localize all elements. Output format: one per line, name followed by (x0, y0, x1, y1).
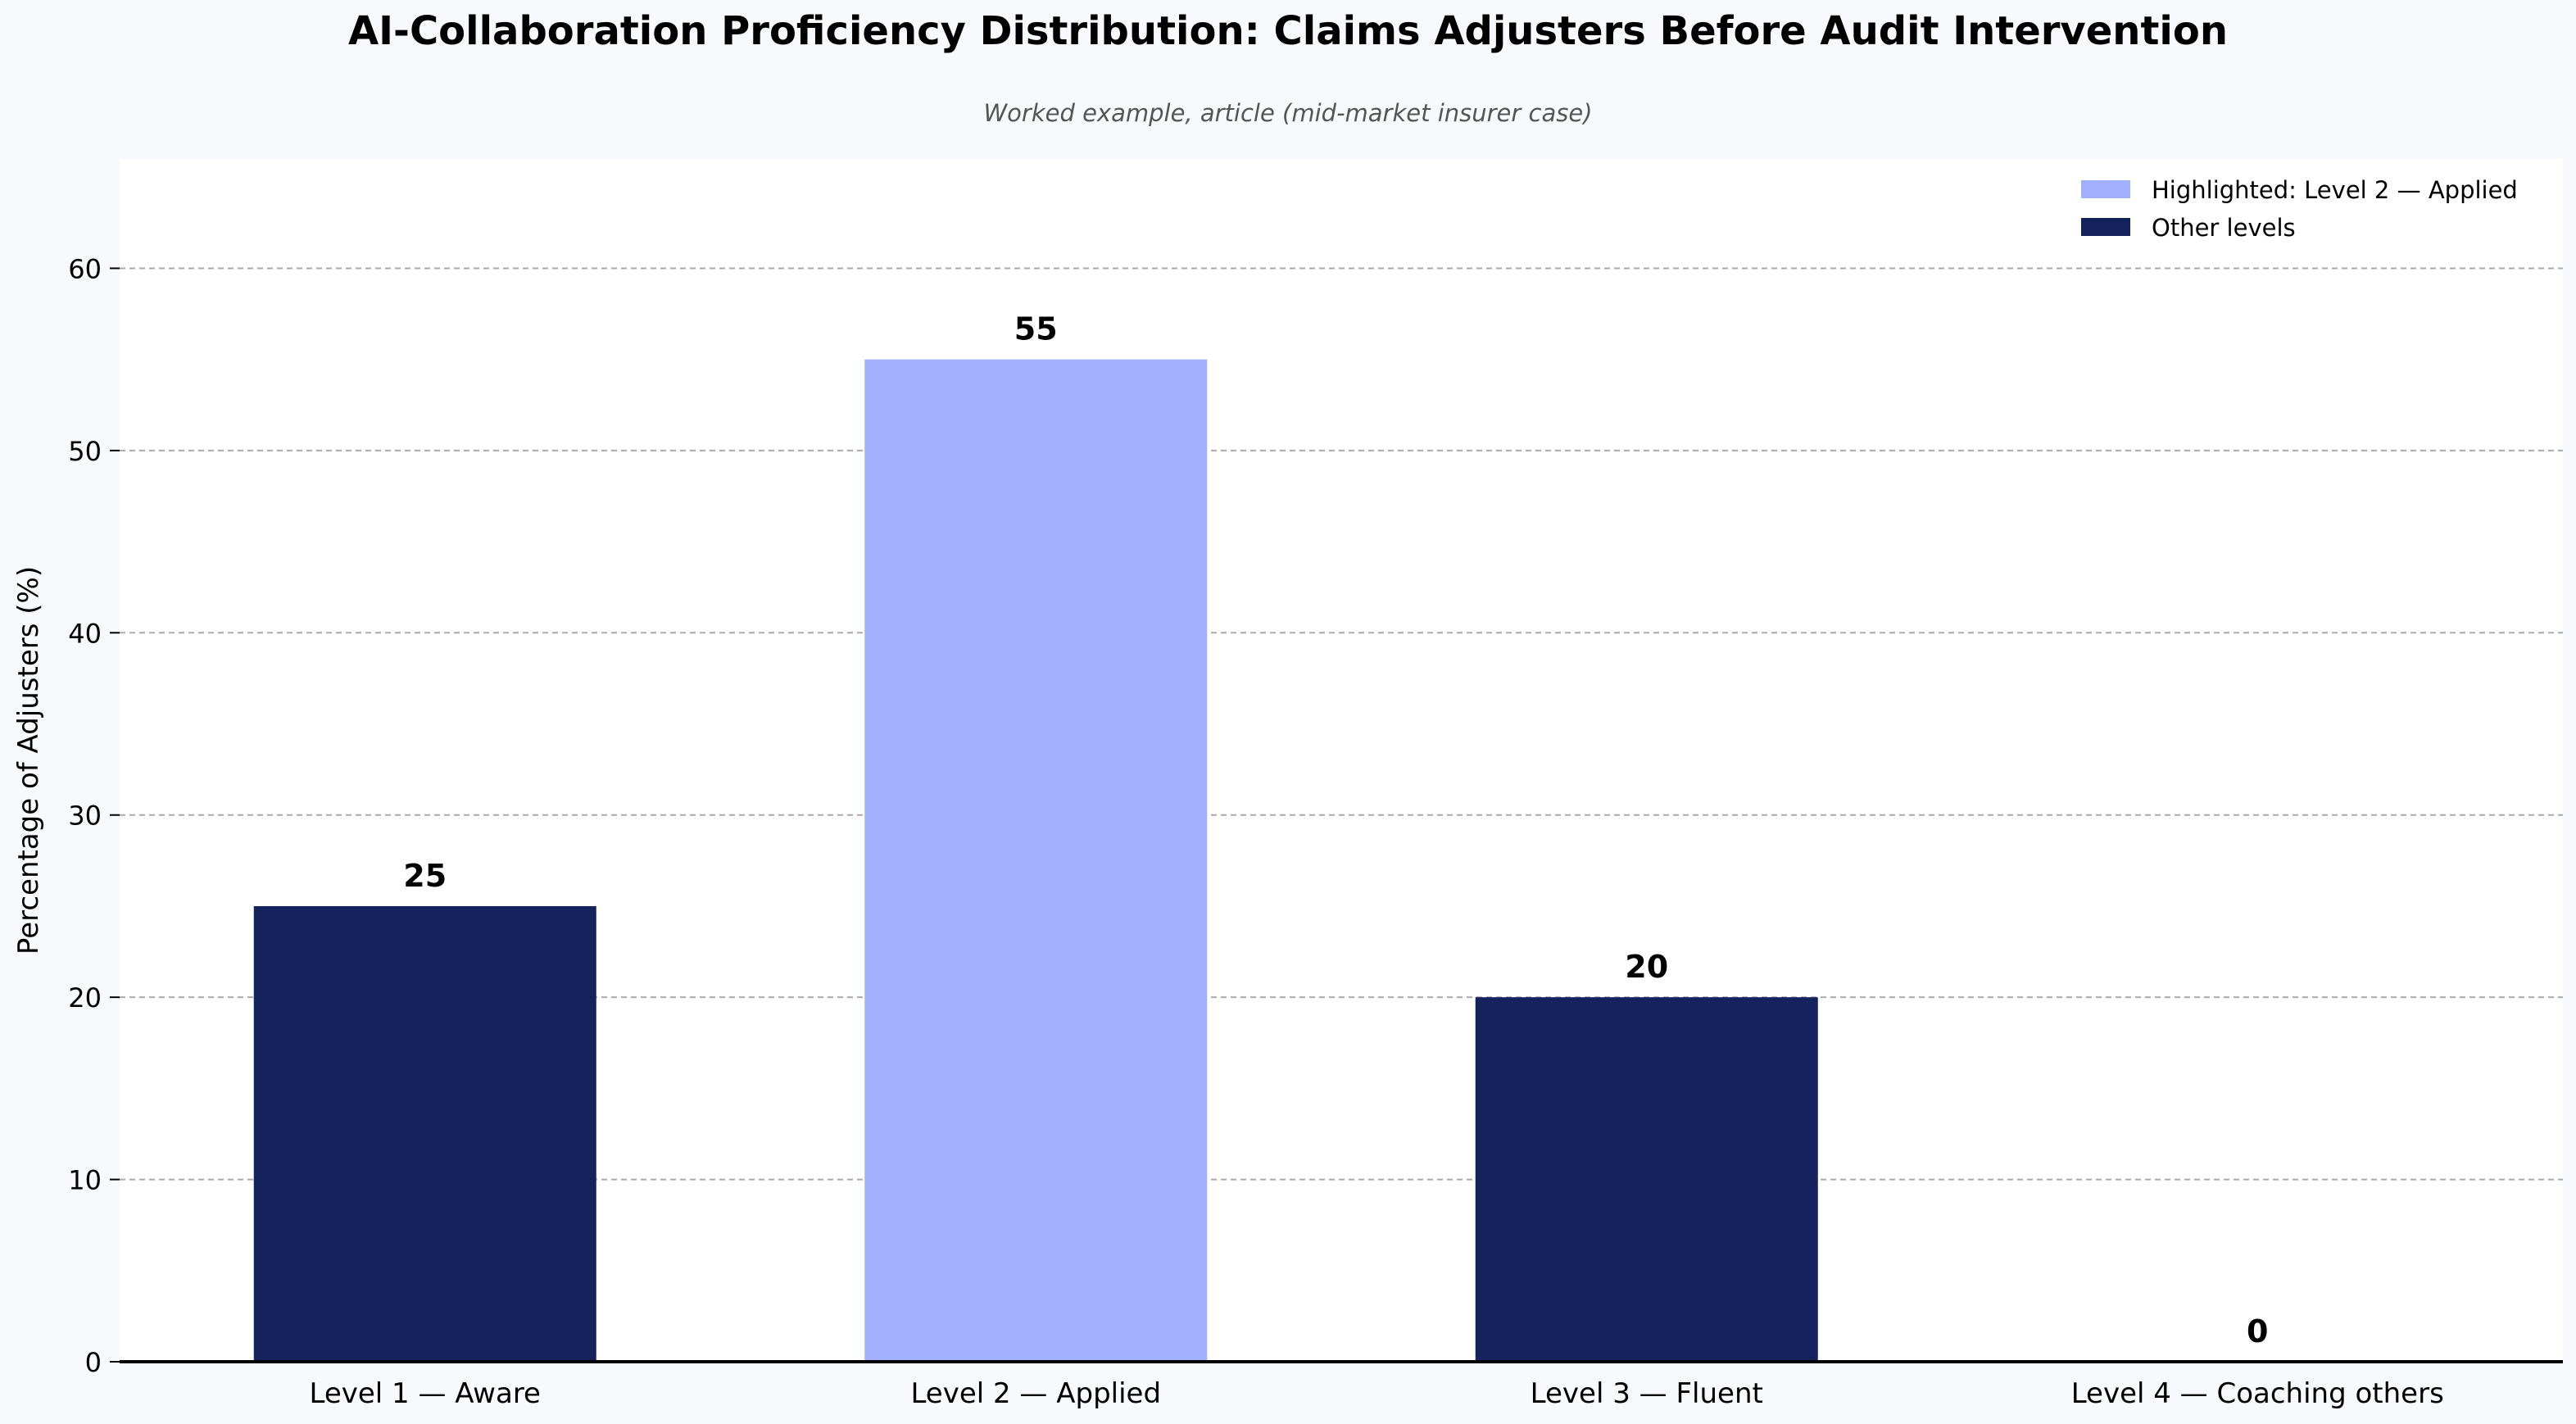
chart-subtitle: Worked example, article (mid-market insu… (983, 99, 1592, 127)
bar-value-label-1: 25 (403, 858, 447, 894)
y-tick-label: 0 (85, 1347, 102, 1378)
x-tick-label-3: Level 3 — Fluent (1531, 1377, 1763, 1410)
legend: Highlighted: Level 2 — Applied Other lev… (2081, 176, 2518, 242)
bar-3 (1475, 997, 1818, 1362)
bar-value-label-4: 0 (2247, 1313, 2268, 1349)
y-tick-label: 30 (68, 800, 102, 832)
y-tick-label: 50 (68, 436, 102, 467)
legend-label-other: Other levels (2152, 214, 2296, 242)
bars (253, 359, 1818, 1363)
x-tick-label-4: Level 4 — Coaching others (2071, 1377, 2444, 1410)
bar-value-label-3: 20 (1625, 949, 1668, 985)
y-tick-label: 10 (68, 1165, 102, 1196)
legend-swatch-other (2081, 218, 2130, 236)
y-tick-label: 40 (68, 618, 102, 649)
bar-1 (253, 905, 596, 1362)
x-tick-label-1: Level 1 — Aware (310, 1377, 541, 1410)
legend-swatch-highlight (2081, 180, 2130, 198)
bar-value-label-2: 55 (1014, 311, 1058, 347)
y-axis-label: Percentage of Adjusters (%) (12, 566, 45, 955)
x-tick-label-2: Level 2 — Applied (910, 1377, 1161, 1410)
y-tick-label: 20 (68, 982, 102, 1014)
chart-title: AI-Collaboration Proficiency Distributio… (348, 8, 2228, 54)
y-tick-label: 60 (68, 253, 102, 284)
bar-value-labels: 25 55 20 0 (403, 311, 2268, 1349)
bar-2 (864, 359, 1208, 1363)
axes: 0 10 20 30 40 50 60 Level 1 — Aware Level 2 — Ap… (68, 253, 2563, 1410)
legend-label-highlight: Highlighted: Level 2 — Applied (2152, 176, 2518, 204)
